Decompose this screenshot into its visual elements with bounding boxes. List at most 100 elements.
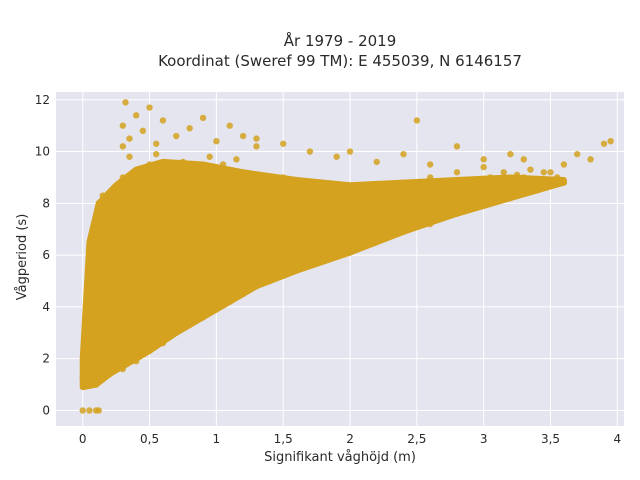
data-point (186, 226, 193, 233)
data-point (326, 202, 334, 210)
data-point (159, 182, 167, 189)
data-point (300, 218, 307, 225)
data-point (239, 264, 247, 272)
data-point (173, 329, 180, 336)
data-point (266, 187, 274, 194)
x-tick-label: 3,5 (541, 432, 560, 446)
data-point (173, 238, 180, 246)
y-tick-label: 12 (35, 93, 50, 107)
data-point (427, 205, 434, 212)
data-point (273, 213, 280, 220)
data-point (92, 342, 100, 349)
data-point (420, 184, 427, 191)
data-point (146, 104, 153, 111)
data-point (440, 189, 447, 197)
data-point (280, 251, 287, 259)
data-point (366, 189, 374, 197)
data-point (306, 200, 314, 207)
data-point (92, 213, 100, 220)
data-point (206, 238, 213, 246)
x-tick-label: 1 (213, 432, 221, 446)
chart-title: År 1979 - 2019 (284, 31, 397, 50)
data-point (427, 161, 434, 168)
data-point (239, 174, 247, 181)
data-point (186, 277, 193, 285)
data-point (199, 314, 207, 321)
data-point (453, 143, 461, 150)
data-point (239, 290, 247, 298)
data-point (587, 156, 594, 163)
data-point (346, 226, 354, 233)
data-point (427, 174, 434, 181)
data-point (533, 179, 541, 186)
x-tick-label: 4 (613, 432, 621, 446)
data-point (132, 112, 140, 119)
data-point (126, 153, 133, 160)
data-point (79, 407, 86, 414)
data-point (560, 161, 568, 168)
data-point (480, 156, 487, 163)
data-point (199, 251, 207, 259)
data-point (473, 176, 481, 184)
data-point (193, 163, 200, 171)
data-point (480, 192, 487, 199)
data-point (90, 226, 97, 233)
data-point (112, 187, 120, 194)
data-point (520, 156, 527, 163)
data-point (153, 150, 160, 158)
data-point (427, 220, 434, 228)
data-point (453, 210, 461, 217)
data-point (380, 197, 387, 204)
data-point (119, 174, 127, 181)
data-point (179, 251, 187, 259)
data-point (173, 290, 180, 298)
data-point (493, 179, 501, 186)
data-point (99, 192, 106, 199)
data-point (146, 251, 153, 259)
data-point (507, 150, 514, 158)
x-tick-label: 3 (480, 432, 488, 446)
data-point (173, 132, 180, 140)
data-point (146, 347, 153, 355)
data-point (400, 150, 407, 158)
data-point (226, 298, 233, 305)
data-point (280, 272, 287, 280)
data-point (480, 163, 487, 171)
data-point (280, 213, 287, 220)
data-point (433, 187, 441, 194)
data-point (186, 174, 193, 181)
data-point (320, 226, 327, 233)
data-point (112, 226, 120, 233)
data-point (112, 316, 120, 324)
data-point (166, 213, 173, 220)
data-point (320, 257, 327, 264)
data-point (92, 290, 100, 298)
data-point (406, 192, 414, 199)
x-tick-label: 2,5 (407, 432, 426, 446)
data-point (106, 251, 113, 259)
data-point (520, 174, 527, 181)
data-point (400, 213, 407, 220)
y-tick-label: 6 (42, 248, 50, 262)
data-point (373, 220, 380, 228)
data-point (95, 407, 102, 414)
data-point (213, 174, 220, 181)
chart-subtitle: Koordinat (Sweref 99 TM): E 455039, N 61… (158, 52, 522, 70)
data-point (119, 277, 127, 285)
data-point (286, 205, 294, 212)
data-point (266, 238, 274, 246)
data-point (500, 169, 507, 176)
data-point (99, 334, 106, 342)
data-point (86, 277, 93, 285)
data-point (540, 169, 548, 176)
data-point (146, 161, 153, 168)
data-point (226, 200, 233, 207)
data-point (246, 238, 253, 246)
x-tick-label: 2 (346, 432, 354, 446)
data-point (400, 179, 407, 186)
data-point (83, 329, 90, 336)
data-point (139, 226, 147, 233)
data-point (84, 303, 92, 311)
data-point (373, 184, 380, 191)
data-point (99, 213, 106, 220)
